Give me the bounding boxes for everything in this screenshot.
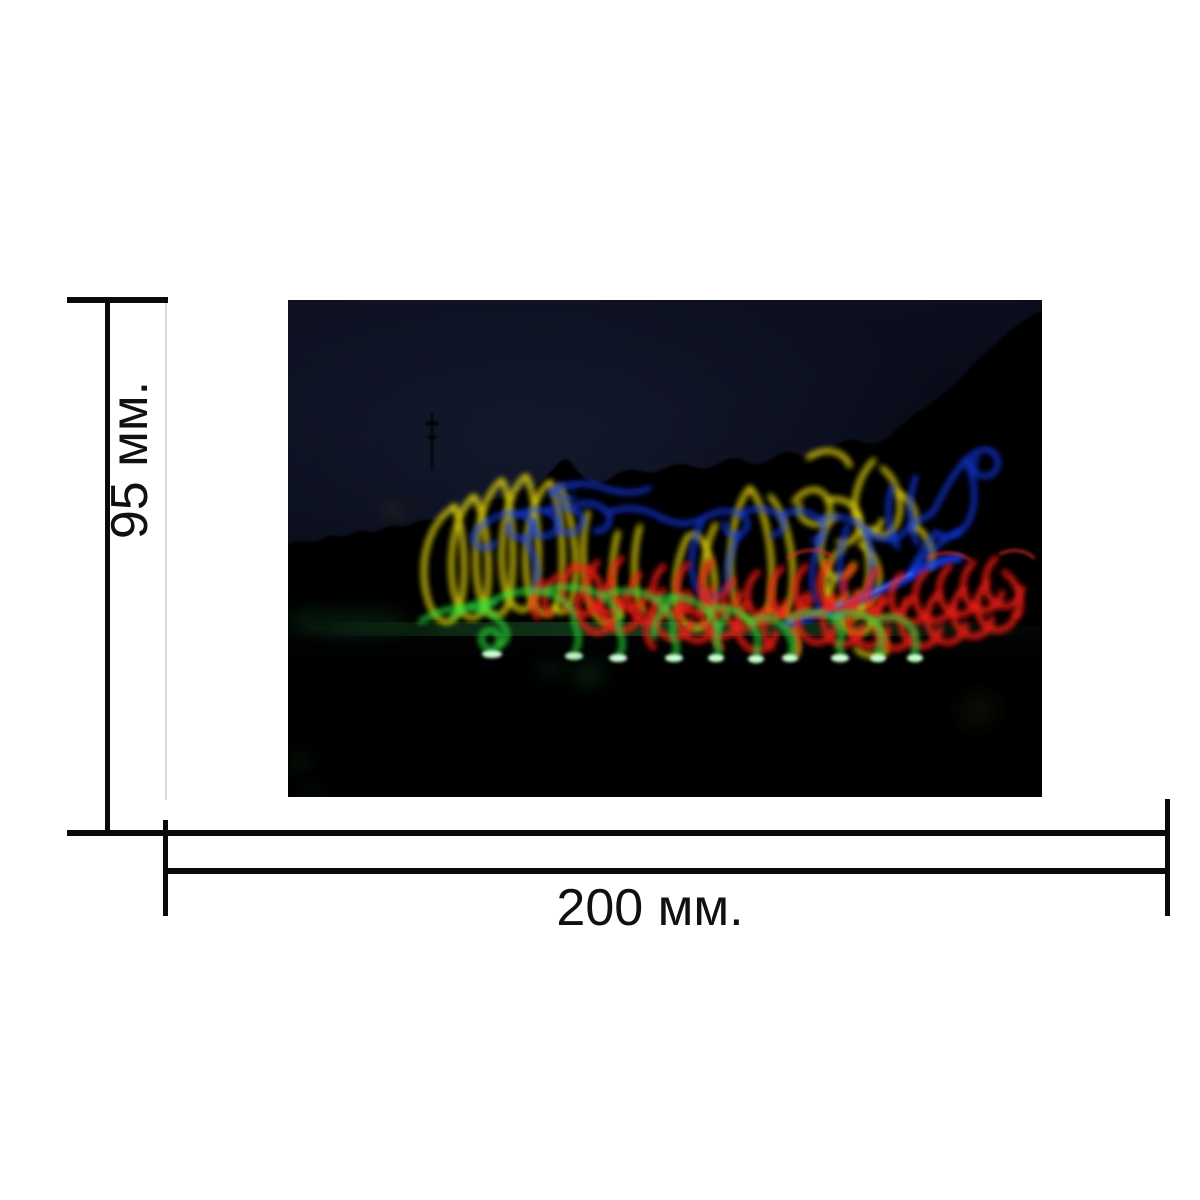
photo-ground-bokeh — [288, 604, 1008, 797]
height-top-tick — [67, 297, 168, 303]
height-dimension-label: 95 мм. — [101, 380, 159, 540]
height-dimension-line — [105, 297, 110, 836]
photo-green-ground-dots — [482, 650, 923, 663]
width-upper-extension-line — [165, 830, 1169, 836]
width-dimension-label: 200 мм. — [556, 879, 744, 937]
photo-left-extension-line — [165, 300, 167, 800]
width-right-tick — [1165, 799, 1170, 916]
photo-trail-blue — [471, 448, 1000, 618]
photo-left-green-glow — [298, 610, 410, 634]
photo-ground — [288, 626, 1042, 797]
light-painting-photo-graphic — [288, 300, 1042, 797]
width-left-tick — [163, 820, 168, 916]
product-photo — [288, 300, 1042, 797]
photo-trail-blue-streak-core — [787, 572, 913, 623]
height-bottom-tick — [67, 830, 168, 836]
width-dimension-line — [165, 868, 1169, 874]
photo-trail-green — [418, 585, 918, 660]
photo-trail-red-thin — [784, 549, 1036, 656]
